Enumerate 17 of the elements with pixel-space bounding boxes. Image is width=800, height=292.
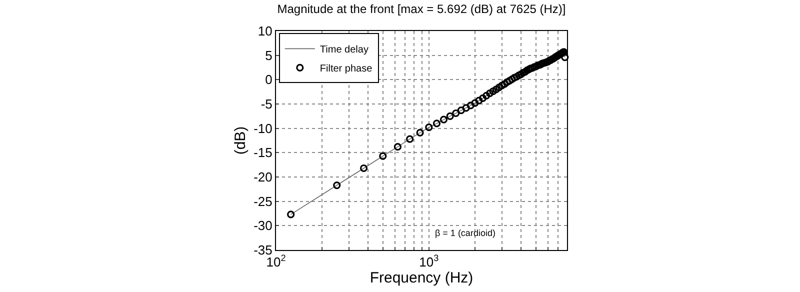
y-tick-label: 0 [265, 72, 272, 88]
chart-title: Magnitude at the front [max = 5.692 (dB) at 7625 (Hz)] [277, 2, 566, 16]
y-tick-label: -20 [254, 170, 272, 185]
y-tick-label: -30 [254, 218, 272, 234]
y-axis-title: (dB) [232, 126, 249, 155]
y-tick-label: -10 [254, 120, 272, 136]
annotation: β = 1 (cardioid) [435, 228, 496, 238]
legend-label: Filter phase [320, 64, 373, 75]
y-tick-label: 5 [265, 48, 272, 63]
y-tick-label: -35 [254, 242, 272, 258]
legend-label: Time delay [320, 44, 368, 56]
y-tick-label: -5 [260, 96, 272, 112]
y-tick-label: 10 [258, 24, 272, 39]
y-tick-label: -15 [254, 145, 272, 160]
x-tick-label: 10$^{3}$ [419, 253, 439, 270]
y-tick-label: -25 [254, 194, 272, 209]
x-axis-title: Frequency (Hz) [370, 270, 474, 287]
